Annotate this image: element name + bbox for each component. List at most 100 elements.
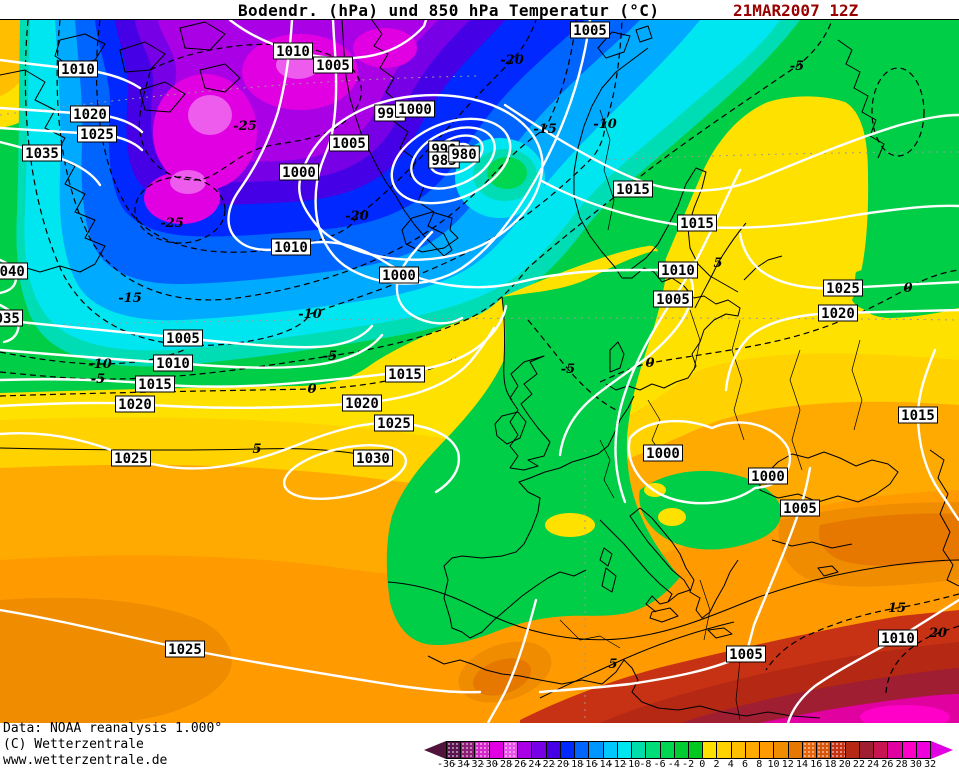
svg-text:1005: 1005 [656,292,690,308]
temperature-contour-label: 5 [608,657,617,672]
pressure-label: 1010 [273,42,313,60]
scale-band [688,742,704,758]
scale-band [632,742,647,758]
pressure-label: 1000 [279,163,319,181]
pressure-label: 1005 [653,290,693,308]
temperature-field [0,20,959,723]
scale-tick-label: -30 [479,759,498,770]
scale-tick-label: 22 [852,759,865,770]
page-title: Bodendr. (hPa) und 850 hPa Temperatur (°… [238,1,660,20]
scale-band [489,742,504,758]
svg-text:1010: 1010 [156,356,190,372]
scale-band [802,742,818,758]
svg-text:1005: 1005 [729,647,763,663]
scale-tick-labels: -36 -34 -32 -30 -28 -26 -24 -22 -20 -18 -16 -14 -12-… [437,759,953,770]
scale-band [902,742,917,758]
pressure-label: 1010 [153,354,193,372]
svg-text:1040: 1040 [0,264,25,280]
temperature-contour-label: 5 [252,442,261,457]
svg-text:1025: 1025 [826,281,860,297]
scale-band [518,742,533,758]
pressure-label: 1010 [58,60,98,78]
temperature-contour-label: -25 [160,216,184,231]
scale-band [617,742,633,758]
scale-tick-label: 0 [699,759,706,770]
temperature-contour-label: -15 [533,122,557,137]
scale-band [760,742,775,758]
weather-map: 1010102010251035104010351010100599510001… [0,19,959,723]
pressure-label: 1025 [111,449,151,467]
temperature-contour-label: 0 [645,356,654,371]
svg-text:1015: 1015 [138,377,172,393]
scale-tick-label: 4 [727,759,734,770]
scale-tick-label: -24 [522,759,541,770]
svg-text:1000: 1000 [282,165,316,181]
svg-text:1020: 1020 [345,396,379,412]
scale-tick-label: 16 [810,759,823,770]
scale-tick-label: 30 [909,759,922,770]
svg-text:1005: 1005 [332,136,366,152]
temperature-contour-label: -15 [118,291,142,306]
scale-band [859,742,875,758]
scale-tick-label: -34 [451,759,470,770]
temperature-contour-label: -5 [561,362,575,377]
pressure-label: 1030 [353,449,393,467]
temperature-contour-label: 0 [307,382,316,397]
scale-tick-label: -14 [593,759,612,770]
svg-text:1025: 1025 [377,416,411,432]
credit-url: www.wetterzentrale.de [3,753,168,768]
svg-text:1010: 1010 [276,44,310,60]
scale-band [546,742,561,758]
svg-text:1035: 1035 [0,311,20,327]
scale-tick-label: -2 [682,759,695,770]
scale-tick-label: 6 [742,759,749,770]
scale-tick-label: 20 [838,759,851,770]
svg-text:1000: 1000 [646,446,680,462]
svg-text:1000: 1000 [751,469,785,485]
scale-band [660,742,675,758]
svg-text:1035: 1035 [25,146,59,162]
temperature-contour-label: -10 [88,357,112,372]
svg-text:1000: 1000 [382,268,416,284]
temperature-contour-label: 0 [903,281,912,296]
svg-text:1010: 1010 [274,240,308,256]
svg-text:1015: 1015 [388,367,422,383]
credit-data-source: Data: NOAA reanalysis 1.000° [3,721,223,736]
pressure-label: 1020 [70,105,110,123]
scale-tick-label: 24 [867,759,880,770]
pressure-label: 1015 [898,406,938,424]
svg-text:1005: 1005 [316,58,350,74]
temperature-contour-label: 15 [888,601,906,616]
scale-tick-label: -18 [565,759,584,770]
pressure-label: 1005 [163,329,203,347]
graticule [0,75,959,723]
scale-band [575,742,590,758]
pressure-label: 1010 [271,238,311,256]
svg-text:1020: 1020 [118,397,152,413]
scale-band [874,742,889,758]
svg-text:1025: 1025 [114,451,148,467]
pressure-label: 1025 [77,125,117,143]
pressure-label: 1005 [313,56,353,74]
scale-tick-label: 8 [756,759,763,770]
svg-text:1020: 1020 [73,107,107,123]
svg-text:1030: 1030 [356,451,390,467]
svg-text:1025: 1025 [80,127,114,143]
svg-text:1015: 1015 [901,408,935,424]
scale-band [646,742,661,758]
titlebar: Bodendr. (hPa) und 850 hPa Temperatur (°… [0,0,959,20]
svg-text:1010: 1010 [661,263,695,279]
scale-band [817,742,832,758]
scale-right-arrow [930,741,953,759]
scale-band [731,742,746,758]
pressure-label: 1020 [115,395,155,413]
pressure-label: 1015 [613,180,653,198]
pressure-label: 1015 [385,365,425,383]
scale-band [745,742,761,758]
label-layer: 1010102010251035104010351010100599510001… [0,21,947,672]
temperature-contour-label: -25 [233,119,257,134]
pressure-label: 1025 [823,279,863,297]
scale-band [589,742,604,758]
scale-tick-label: -22 [536,759,555,770]
pressure-label: 1000 [395,100,435,118]
